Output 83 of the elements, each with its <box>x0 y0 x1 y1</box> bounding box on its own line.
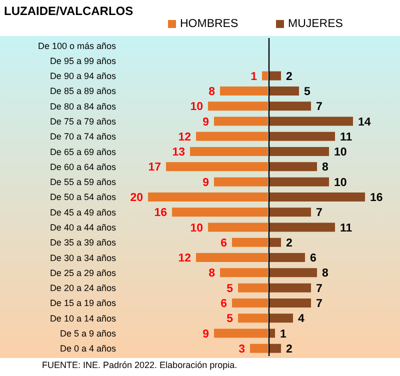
y-tick-label: De 100 o más años <box>38 40 116 51</box>
bar <box>172 208 268 217</box>
bar <box>166 162 268 172</box>
data-label: 20 <box>130 192 143 204</box>
data-label: 8 <box>322 162 329 174</box>
bar <box>214 328 268 338</box>
data-label: 8 <box>208 86 216 98</box>
data-label: 12 <box>178 131 191 144</box>
data-label: 2 <box>286 343 292 356</box>
data-label: 16 <box>370 192 383 204</box>
bar <box>250 344 268 353</box>
data-label: 9 <box>202 116 209 128</box>
y-tick-label: De 60 a 64 años <box>50 162 116 172</box>
y-tick-label: De 35 a 39 años <box>50 238 116 248</box>
data-label: 12 <box>178 252 191 265</box>
data-label: 4 <box>298 313 305 326</box>
y-tick-label: De 15 a 19 años <box>50 298 116 308</box>
bar <box>208 222 268 232</box>
data-label: 10 <box>334 176 347 189</box>
y-tick-label: De 40 a 44 años <box>50 222 116 232</box>
y-tick-label: De 30 a 34 años <box>50 252 116 263</box>
data-label: 6 <box>220 298 227 310</box>
data-label: 10 <box>334 146 347 159</box>
data-label: 2 <box>286 237 292 250</box>
bar <box>214 177 268 186</box>
bar <box>220 268 268 278</box>
data-label: 7 <box>316 101 322 114</box>
bar <box>238 283 268 292</box>
data-label: 5 <box>226 282 234 295</box>
data-label: 6 <box>310 252 316 265</box>
y-tick-label: De 0 a 4 años <box>60 344 116 354</box>
bar <box>214 116 268 126</box>
data-label: 5 <box>304 86 311 98</box>
chart-title: LUZAIDE/VALCARLOS <box>4 4 134 18</box>
bar <box>238 314 268 323</box>
y-tick-label: De 55 a 59 años <box>50 177 116 188</box>
y-tick-label: De 85 a 89 años <box>50 86 116 96</box>
y-tick-label: De 50 a 54 años <box>50 192 116 202</box>
y-tick-label: De 90 a 94 años <box>50 71 116 82</box>
y-tick-label: De 95 a 99 años <box>50 56 116 66</box>
data-label: 7 <box>316 282 322 295</box>
bar <box>232 238 268 247</box>
data-label: 10 <box>190 222 203 234</box>
bar <box>148 192 268 202</box>
y-tick-label: De 65 a 69 años <box>50 146 116 157</box>
data-label: 3 <box>238 343 245 356</box>
bar <box>196 253 268 262</box>
data-label: 8 <box>322 268 329 280</box>
data-label: 7 <box>316 298 322 310</box>
bar <box>262 71 268 80</box>
source-note: FUENTE: INE. Padrón 2022. Elaboración propia. <box>42 360 238 370</box>
data-label: 14 <box>358 116 372 128</box>
data-label: 11 <box>340 222 353 234</box>
y-tick-label: De 75 a 79 años <box>50 116 116 126</box>
bar <box>232 298 268 308</box>
y-tick-label: De 70 a 74 años <box>50 132 116 142</box>
y-tick-label: De 10 a 14 años <box>50 313 116 324</box>
bar <box>196 132 268 141</box>
y-tick-label: De 20 a 24 años <box>50 283 116 294</box>
data-label: 16 <box>154 207 167 220</box>
data-label: 7 <box>316 207 322 220</box>
data-label: 9 <box>202 328 209 340</box>
data-label: 1 <box>250 70 258 83</box>
legend-label: MUJERES <box>287 18 343 30</box>
y-tick-label: De 25 a 29 años <box>50 268 116 278</box>
data-label: 13 <box>172 146 185 159</box>
y-tick-label: De 80 a 84 años <box>50 101 116 112</box>
data-label: 8 <box>208 268 216 280</box>
bar <box>208 102 268 111</box>
data-label: 17 <box>148 162 161 174</box>
data-label: 11 <box>340 131 353 144</box>
bar <box>190 147 268 156</box>
data-label: 10 <box>190 101 203 114</box>
legend-label: HOMBRES <box>179 18 238 30</box>
data-label: 1 <box>280 328 287 340</box>
data-label: 9 <box>202 176 209 189</box>
data-label: 2 <box>286 70 292 83</box>
data-label: 6 <box>220 237 227 250</box>
bar <box>269 328 275 338</box>
y-tick-label: De 5 a 9 años <box>60 328 116 338</box>
bar <box>220 86 268 96</box>
y-tick-label: De 45 a 49 años <box>50 207 116 218</box>
data-label: 5 <box>226 313 234 326</box>
